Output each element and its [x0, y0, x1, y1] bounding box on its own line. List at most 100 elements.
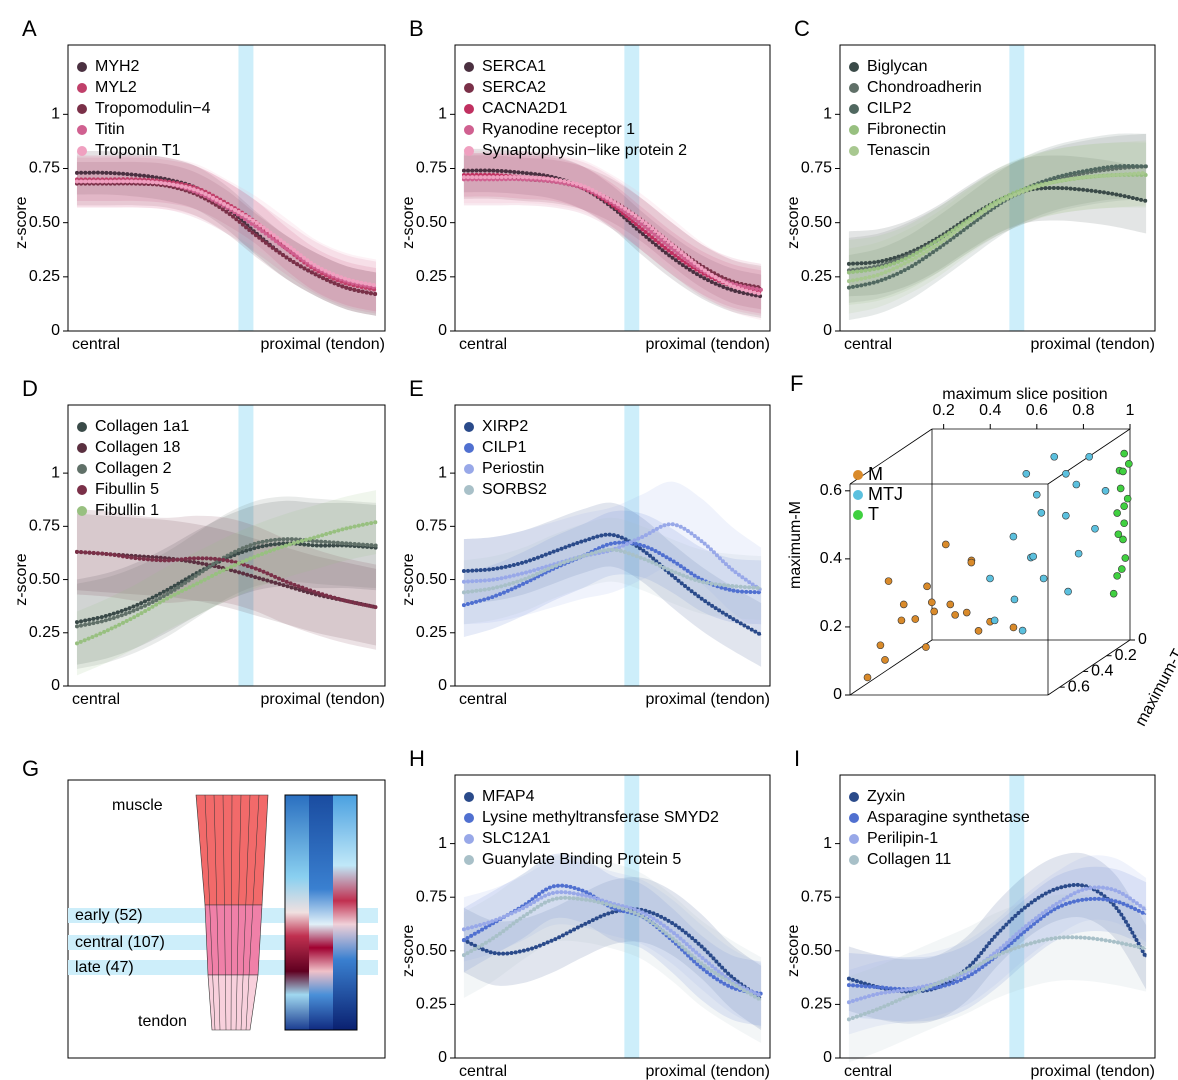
x-axis-label: proximal (tendon) — [1031, 336, 1156, 353]
x-axis-label: central — [459, 691, 507, 708]
x-axis-label: central — [72, 691, 120, 708]
series-dots — [461, 547, 764, 595]
scatter-point — [1029, 552, 1038, 561]
scatter-point — [1062, 511, 1070, 520]
scatter-point — [1121, 554, 1130, 562]
sd-band — [463, 854, 762, 1043]
series-dots — [74, 541, 379, 625]
scatter-point — [1120, 519, 1128, 528]
sd-band — [76, 513, 377, 646]
y-tick-label: 1 — [823, 835, 832, 852]
scatter-point — [899, 600, 908, 609]
legend-marker — [849, 83, 859, 93]
y-tick-label: 0.25 — [416, 624, 447, 641]
legend-marker — [464, 464, 474, 474]
legend-label: SERCA1 — [482, 58, 546, 75]
x-axis-label: central — [459, 1063, 507, 1080]
y-tick-label: 0 — [438, 677, 447, 694]
y-tick-label: 0.6 — [820, 482, 842, 499]
heatmap-column — [285, 795, 309, 1030]
legend-marker — [849, 834, 859, 844]
scatter-point — [863, 673, 872, 682]
sd-band — [76, 161, 377, 316]
legend-label: Synaptophysin−like protein 2 — [482, 142, 687, 159]
y-axis-label: z-score — [785, 924, 802, 977]
y-tick-label: 0.50 — [416, 942, 447, 959]
legend-marker — [853, 490, 863, 500]
legend-label: Collagen 2 — [95, 460, 172, 477]
series-dots — [74, 179, 379, 288]
legend-marker — [464, 422, 474, 432]
y-tick-label: 1 — [51, 106, 60, 123]
legend-label: Fibullin 1 — [95, 502, 159, 519]
y-tick-label: 0.25 — [801, 996, 832, 1013]
y-tick-label: 0.50 — [29, 214, 60, 231]
x-axis-label: proximal (tendon) — [646, 691, 771, 708]
legend-label: Asparagine synthetase — [867, 809, 1030, 826]
y-axis-label: z-score — [13, 553, 30, 606]
legend-label: SLC12A1 — [482, 830, 551, 847]
plot-frame — [839, 774, 1156, 1059]
legend-marker — [77, 62, 87, 72]
sd-band — [463, 155, 762, 310]
legend-marker — [77, 125, 87, 135]
scatter-point — [946, 600, 955, 609]
y-axis-label: z-score — [400, 553, 417, 606]
scatter-point — [974, 627, 983, 635]
legend-marker — [849, 104, 859, 114]
scatter-point — [1018, 626, 1027, 635]
plot-frame — [454, 404, 771, 687]
sd-band — [76, 155, 377, 314]
highlight-region — [624, 775, 640, 1058]
diagram-label: late (47) — [75, 959, 134, 976]
y-tick-label: 0 — [438, 322, 447, 339]
scatter-point — [1009, 532, 1018, 541]
legend-marker — [853, 510, 863, 520]
legend-label: SERCA2 — [482, 79, 546, 96]
scatter-point — [1037, 508, 1046, 517]
legend-marker — [77, 506, 87, 516]
scatter-point — [881, 656, 889, 664]
y-tick-label: 0.50 — [416, 571, 447, 588]
panel-letter: I — [794, 746, 800, 771]
y-tick-label: 0.75 — [801, 888, 832, 905]
mtj-shape — [204, 904, 263, 976]
panel-letter: G — [22, 756, 39, 781]
sd-band — [463, 153, 762, 316]
y-tick-label: 0.75 — [29, 518, 60, 535]
scatter-point — [1010, 595, 1019, 604]
y-tick-label: 0.75 — [29, 160, 60, 177]
legend-marker — [464, 813, 474, 823]
legend-label: Ryanodine receptor 1 — [482, 121, 635, 138]
y-tick-label: 0.50 — [801, 942, 832, 959]
x-axis-label: central — [459, 336, 507, 353]
sd-band — [76, 157, 377, 312]
y-tick-label: 0 — [833, 686, 842, 703]
y-tick-label: 0 — [438, 1049, 447, 1066]
y-tick-label: 1 — [438, 106, 447, 123]
y-tick-label: 0 — [823, 322, 832, 339]
series-dots — [461, 175, 764, 297]
y-tick-label: 1 — [438, 835, 447, 852]
line-panel: H 0 0.25 0.50 0.75 1 z-score central proximal (t… — [400, 746, 771, 1080]
x-axis-label: proximal (tendon) — [646, 1063, 771, 1080]
scatter-point — [930, 607, 938, 616]
series-dots — [461, 907, 764, 1000]
legend-marker — [853, 470, 863, 480]
line-panel: D 0 0.25 0.50 0.75 1 z-score central proximal (t… — [13, 376, 386, 708]
legend-label: Tenascin — [867, 142, 930, 159]
legend-marker — [77, 83, 87, 93]
panel-letter: F — [790, 371, 803, 396]
legend-label: Fibronectin — [867, 121, 946, 138]
panel-letter: A — [22, 16, 37, 41]
legend-label: Troponin T1 — [95, 142, 180, 159]
plot-frame — [839, 44, 1156, 332]
legend-label: SORBS2 — [482, 481, 547, 498]
scatter-point — [1116, 484, 1125, 493]
sd-band — [76, 509, 377, 650]
legend-label: XIRP2 — [482, 418, 528, 435]
x-axis-label: central — [844, 336, 892, 353]
scatter-point — [1091, 524, 1099, 533]
sd-band — [463, 510, 762, 638]
series-dots — [846, 170, 1149, 284]
